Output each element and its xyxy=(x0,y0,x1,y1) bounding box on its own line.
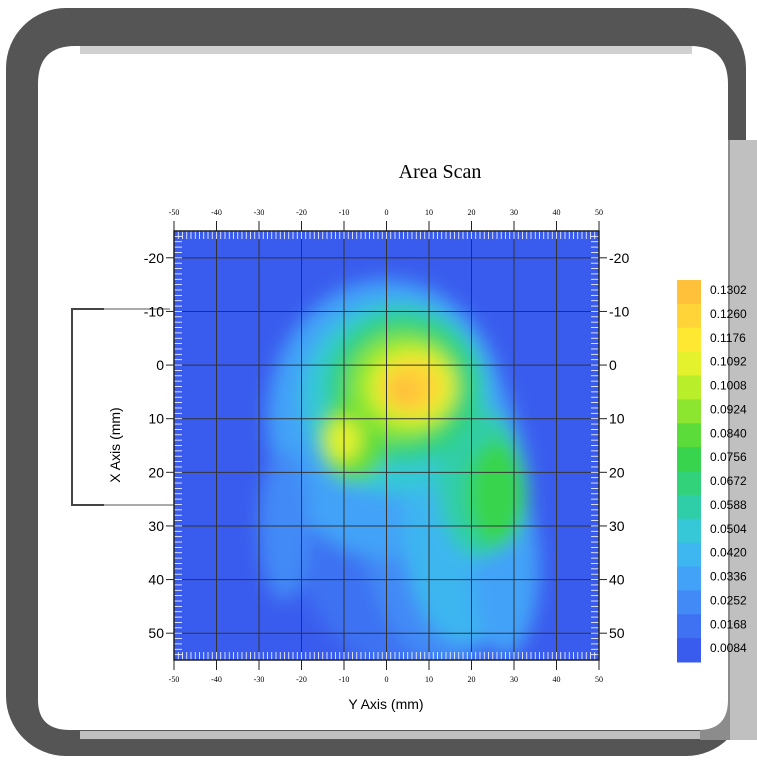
bottom-tick-label: 10 xyxy=(425,675,433,684)
colorbar-label: 0.1176 xyxy=(710,331,746,345)
heatmap-blob xyxy=(467,440,527,548)
bottom-tick-label: 40 xyxy=(553,675,561,684)
colorbar-swatch xyxy=(677,471,701,496)
left-tick-label: -10 xyxy=(144,303,164,319)
plot-area xyxy=(173,230,600,661)
colorbar-swatch xyxy=(677,447,701,472)
left-bracket xyxy=(71,308,104,506)
colorbar-swatch xyxy=(677,399,701,424)
right-tick-label: -10 xyxy=(609,303,629,319)
axis-ticks: -50 -40 -30 -20 -10 0 10 20 30 40 50 -50 -40 -30 -20 -1… xyxy=(144,208,630,684)
right-tick-label: 40 xyxy=(609,572,625,588)
right-tick-label: 30 xyxy=(609,518,625,534)
chart-title: Area Scan xyxy=(399,161,482,183)
left-tick-label: 10 xyxy=(148,411,164,427)
right-column xyxy=(730,140,757,740)
right-tick-label: 0 xyxy=(609,357,617,373)
top-tick-label: -40 xyxy=(211,208,222,217)
colorbar-swatch xyxy=(677,351,701,376)
left-tick-label: 40 xyxy=(148,572,164,588)
top-tick-label: 40 xyxy=(553,208,561,217)
colorbar-label: 0.1260 xyxy=(710,307,747,321)
colorbar-swatch xyxy=(677,375,701,400)
bottom-tick-label: -50 xyxy=(169,675,180,684)
colorbar-swatch xyxy=(677,566,701,591)
x-axis-label: Y Axis (mm) xyxy=(348,696,423,712)
colorbar-swatch xyxy=(677,590,701,615)
y-axis-label: X Axis (mm) xyxy=(107,407,123,482)
left-tick-label: 0 xyxy=(156,357,164,373)
bottom-tick-label: -20 xyxy=(296,675,307,684)
colorbar-swatch xyxy=(677,327,701,353)
colorbar: 0.1302 0.1260 0.1176 0.1092 0.1008 0.0924 0.08… xyxy=(677,280,747,663)
left-tick-label: 20 xyxy=(148,464,164,480)
top-tick-label: 20 xyxy=(468,208,476,217)
colorbar-label: 0.1008 xyxy=(710,379,747,393)
heatmap-blob xyxy=(386,375,421,408)
colorbar-label: 0.0840 xyxy=(710,426,747,440)
left-tick-label: -20 xyxy=(144,250,164,266)
top-tick-label: 0 xyxy=(385,208,389,217)
colorbar-label: 0.0756 xyxy=(710,450,747,464)
colorbar-swatch xyxy=(677,280,701,305)
top-tick-label: -50 xyxy=(169,208,180,217)
colorbar-label: 0.0252 xyxy=(710,593,747,607)
bottom-tick-label: 0 xyxy=(385,675,389,684)
bottom-tick-label: 30 xyxy=(510,675,518,684)
colorbar-swatch xyxy=(677,423,701,448)
colorbar-label: 0.0168 xyxy=(710,617,747,631)
colorbar-label: 0.1092 xyxy=(710,355,747,369)
right-tick-label: 50 xyxy=(609,625,625,641)
top-tick-label: -30 xyxy=(254,208,265,217)
colorbar-swatch xyxy=(677,303,701,329)
heatmap-layers xyxy=(259,279,540,660)
colorbar-swatch xyxy=(677,638,701,663)
colorbar-swatch xyxy=(677,542,701,567)
top-tick-label: 30 xyxy=(510,208,518,217)
right-tick-label: 10 xyxy=(609,411,625,427)
colorbar-swatch xyxy=(677,518,701,544)
colorbar-label: 0.0924 xyxy=(710,402,747,416)
heatmap-field xyxy=(259,279,540,660)
colorbar-label: 0.0084 xyxy=(710,641,747,655)
colorbar-label: 0.0588 xyxy=(710,498,747,512)
colorbar-label: 0.0504 xyxy=(710,522,747,536)
top-tick-label: 50 xyxy=(595,208,603,217)
top-tick-label: 10 xyxy=(425,208,433,217)
left-tick-label: 30 xyxy=(148,518,164,534)
top-tick-label: -20 xyxy=(296,208,307,217)
right-tick-label: 20 xyxy=(609,464,625,480)
right-tick-label: -20 xyxy=(609,250,629,266)
top-tick-label: -10 xyxy=(339,208,350,217)
bottom-tick-label: 50 xyxy=(595,675,603,684)
bottom-tick-label: -30 xyxy=(254,675,265,684)
bottom-tick-label: 20 xyxy=(468,675,476,684)
colorbar-swatch xyxy=(677,614,701,639)
left-tick-label: 50 xyxy=(148,625,164,641)
colorbar-label: 0.0336 xyxy=(710,570,747,584)
colorbar-label: 0.0672 xyxy=(710,474,747,488)
bottom-tick-label: -10 xyxy=(339,675,350,684)
top-band xyxy=(80,46,692,54)
bottom-band xyxy=(80,731,700,739)
colorbar-label: 0.1302 xyxy=(710,283,747,297)
colorbar-label: 0.0420 xyxy=(710,546,747,560)
bottom-tick-label: -40 xyxy=(211,675,222,684)
colorbar-swatch xyxy=(677,494,701,520)
